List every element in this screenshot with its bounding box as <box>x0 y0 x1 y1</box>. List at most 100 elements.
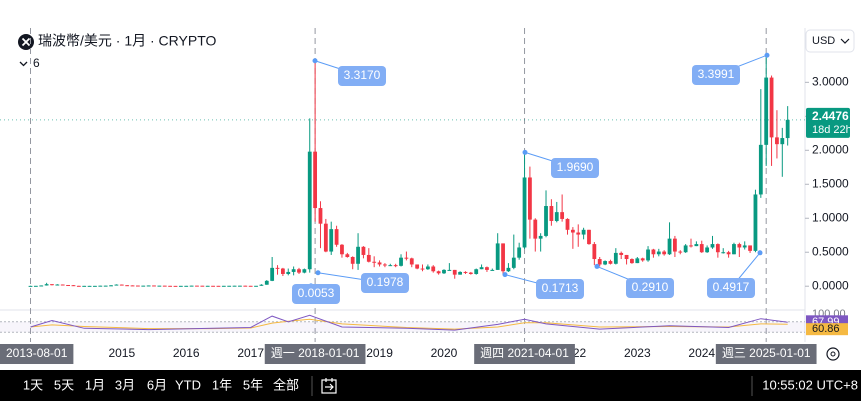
candle-body <box>178 285 183 287</box>
range-button[interactable]: 6月 <box>147 377 167 392</box>
candle-body <box>667 238 672 255</box>
candle-body <box>205 285 210 287</box>
plot: 0.00000.50001.00001.50002.00002.50003.00… <box>0 28 852 364</box>
candle-body <box>152 285 156 287</box>
candle-body <box>528 177 532 220</box>
candle-body <box>366 254 371 262</box>
crosshair-date-box <box>264 344 366 364</box>
candle-body <box>764 77 769 145</box>
candle-body <box>522 177 527 248</box>
candle-body <box>673 238 677 252</box>
crosshair-date-box <box>474 344 575 364</box>
candle-body <box>216 285 221 287</box>
crosshair-date-label: 週一 2018-01-01 <box>271 346 360 360</box>
settings-icon-core[interactable] <box>830 351 836 357</box>
candle-body <box>748 245 752 251</box>
range-button[interactable]: 5天 <box>54 377 74 392</box>
x-tick-label: 2023 <box>624 346 651 360</box>
candle-body <box>565 218 570 230</box>
goto-date-arrow[interactable] <box>325 378 334 391</box>
annotation-box <box>536 279 584 299</box>
candle-body <box>409 258 414 265</box>
crosshair-date-label: 週三 2025-01-01 <box>722 346 811 360</box>
candle-body <box>619 252 624 255</box>
candle-body <box>468 272 473 274</box>
candle-body <box>44 284 49 286</box>
currency[interactable]: USD <box>812 35 835 47</box>
annotation-anchor <box>757 250 763 256</box>
indicator-toggle[interactable] <box>19 61 28 67</box>
candle-body <box>189 285 194 287</box>
candle-body <box>82 285 87 287</box>
annotation-box <box>551 158 599 178</box>
candle-body <box>141 285 146 287</box>
candle-body <box>431 266 436 272</box>
candle-body <box>39 285 44 287</box>
range-button[interactable]: 1年 <box>212 377 232 392</box>
candle-body <box>490 269 495 271</box>
annotation-anchor <box>764 52 770 58</box>
range-button[interactable]: 全部 <box>273 377 299 392</box>
candle-body <box>372 261 377 263</box>
candle-body <box>361 246 366 255</box>
x-tick-label: 2019 <box>366 346 393 360</box>
range-button[interactable]: 1月 <box>85 377 105 392</box>
range-button[interactable]: 5年 <box>243 377 263 392</box>
candle-body <box>479 267 484 270</box>
candle-body <box>699 244 704 253</box>
candle-body <box>50 284 54 286</box>
candle-body <box>302 269 307 273</box>
annotation-label: 1.9690 <box>557 160 594 174</box>
candle-body <box>442 269 446 274</box>
range-button[interactable]: 3月 <box>115 377 135 392</box>
annotation-anchor <box>312 58 318 64</box>
candle-body <box>98 285 103 287</box>
range-button[interactable]: YTD <box>175 377 201 392</box>
candle-body <box>103 285 108 287</box>
candle-body <box>549 206 554 221</box>
goto-date-frame[interactable] <box>321 379 337 394</box>
candle-body <box>758 144 763 195</box>
candle-body <box>436 271 441 274</box>
candle-body <box>683 245 688 253</box>
candle-body <box>656 251 661 255</box>
candle-body <box>452 269 457 275</box>
candle-body <box>399 257 403 266</box>
candle-body <box>28 285 33 287</box>
candle-body <box>544 206 548 236</box>
annotation-box <box>361 273 409 293</box>
candle-body <box>630 259 634 264</box>
currency-box[interactable] <box>805 29 855 53</box>
candle-body <box>221 285 226 287</box>
candle-body <box>297 269 301 273</box>
settings-icon[interactable] <box>826 347 840 361</box>
candle-body <box>248 285 253 287</box>
candle-body <box>640 258 645 261</box>
annotation-label: 3.3170 <box>344 68 381 82</box>
candle-body <box>463 271 468 273</box>
goto-date-icon[interactable] <box>321 378 337 394</box>
candle-body <box>334 229 339 245</box>
x-tick-label: 2016 <box>173 346 200 360</box>
countdown-label: 18d 22h <box>812 124 852 136</box>
indicator-count[interactable]: 6 <box>33 56 40 70</box>
candle-body <box>227 285 232 287</box>
candle-body <box>350 256 355 264</box>
candle-body <box>538 235 543 239</box>
candle-body <box>581 229 586 235</box>
annotation-box <box>692 65 740 85</box>
clock: 10:55:02 UTC+8 <box>762 377 858 392</box>
candle-body <box>259 284 264 286</box>
candle-body <box>33 285 38 287</box>
candle-body <box>356 246 360 264</box>
range-button[interactable]: 1天 <box>23 377 43 392</box>
annotation-box <box>626 278 674 298</box>
candle-body <box>511 257 516 268</box>
candle-body <box>71 285 76 287</box>
currency-arrow[interactable] <box>840 38 850 44</box>
candle-body <box>785 119 790 139</box>
candle-body <box>119 284 124 286</box>
crosshair-date-box <box>715 344 817 364</box>
candle-body <box>678 251 683 253</box>
